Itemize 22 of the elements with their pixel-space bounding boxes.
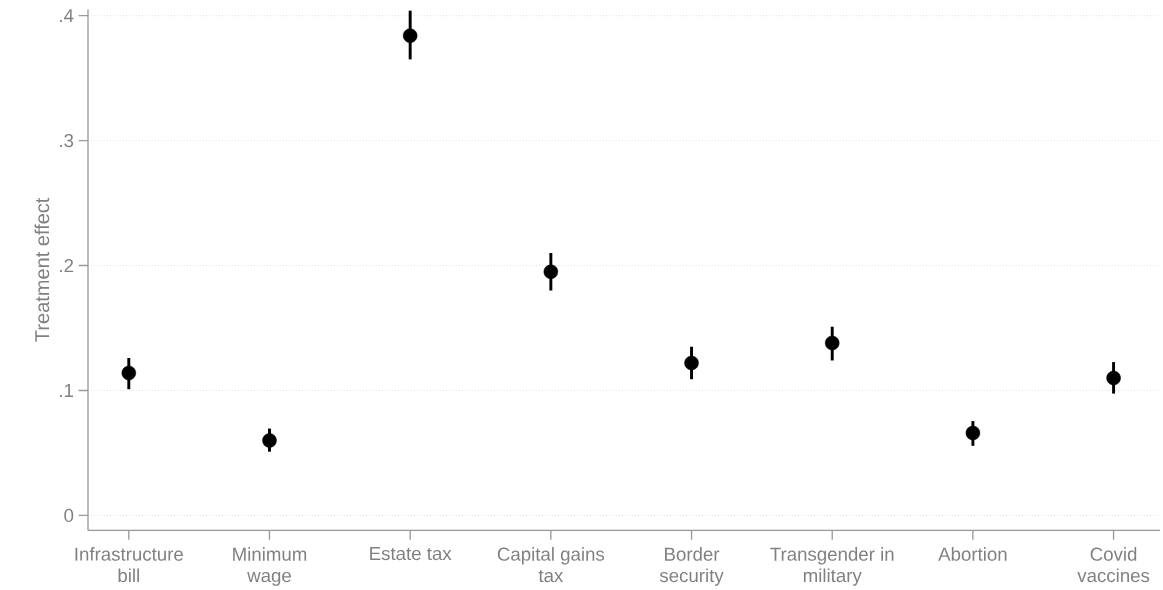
x-tick-label: Minimum wage xyxy=(233,547,307,586)
point xyxy=(262,433,277,448)
point xyxy=(121,365,137,381)
point xyxy=(402,28,418,43)
point xyxy=(684,355,699,371)
x-tick-label: Infrastructure bill xyxy=(75,547,183,583)
x-tick-label: Border security xyxy=(659,547,724,586)
point xyxy=(1106,370,1121,386)
x-tick-label: Transgender in military xyxy=(770,547,894,586)
point xyxy=(543,264,559,279)
y-tick-label: .3 xyxy=(60,133,74,148)
y-axis-title: Treatment effect xyxy=(34,197,50,342)
x-tick-label: Estate tax xyxy=(370,547,452,561)
x-tick-label: Abortion xyxy=(938,547,1007,561)
y-tick-label: .2 xyxy=(60,258,74,273)
y-tick-label: .4 xyxy=(60,9,74,23)
y-tick-label: .1 xyxy=(60,384,74,397)
x-tick-label: Capital gains tax xyxy=(497,547,605,583)
point xyxy=(965,425,981,441)
point xyxy=(825,335,840,351)
x-tick-label: Covid vaccines xyxy=(1077,547,1150,583)
y-tick-label: 0 xyxy=(64,508,74,523)
